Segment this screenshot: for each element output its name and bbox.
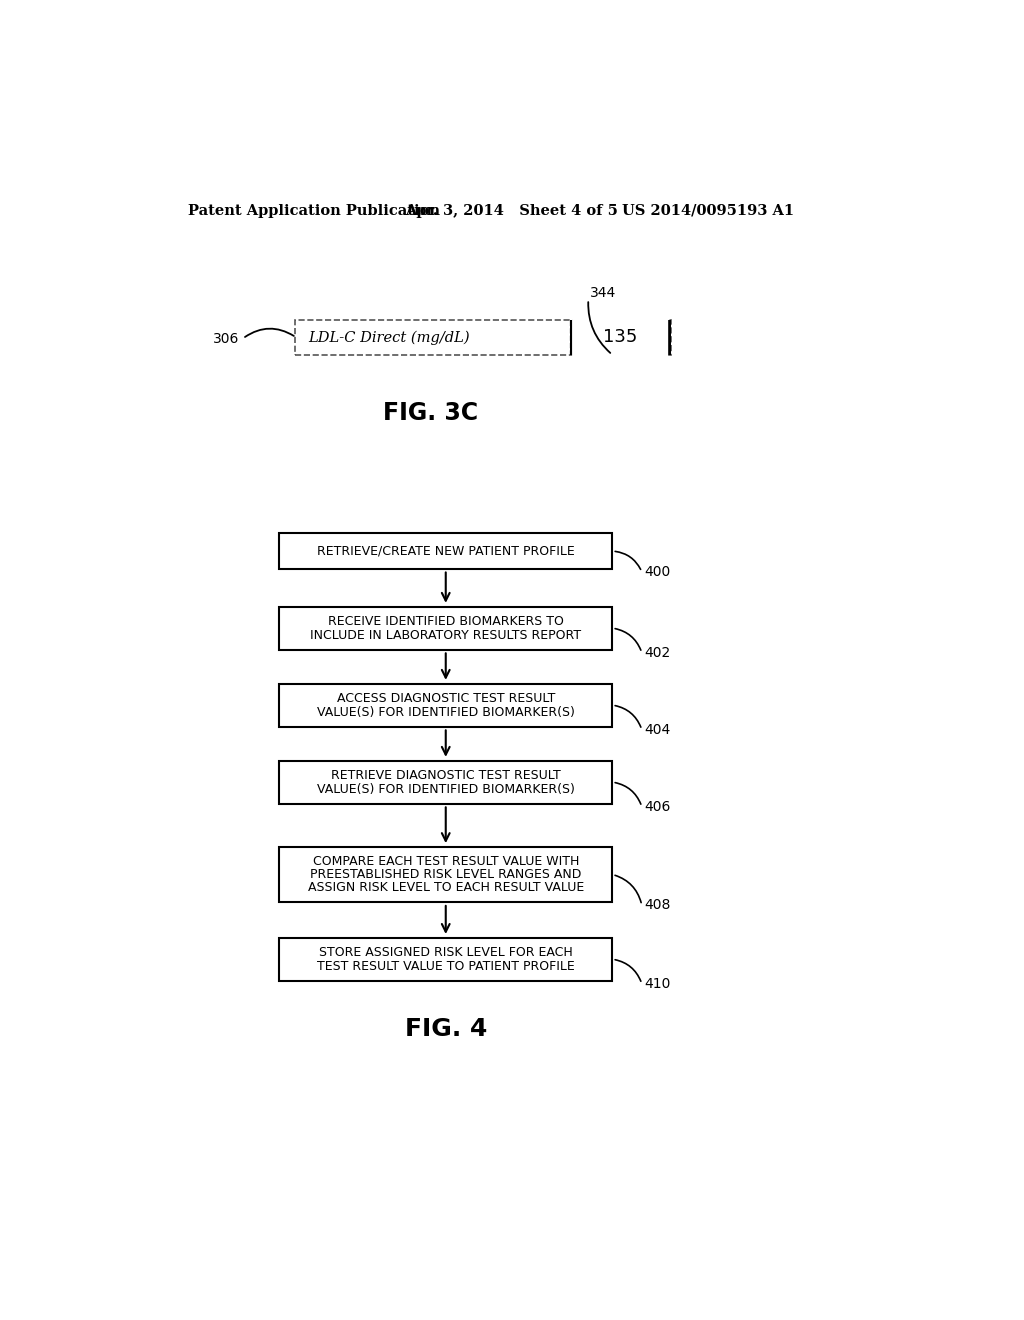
Text: 410: 410 — [644, 977, 671, 991]
Text: LDL-C Direct (mg/dL): LDL-C Direct (mg/dL) — [308, 330, 470, 345]
Text: 408: 408 — [644, 899, 671, 912]
Text: VALUE(S) FOR IDENTIFIED BIOMARKER(S): VALUE(S) FOR IDENTIFIED BIOMARKER(S) — [316, 783, 574, 796]
Bar — [280, 937, 612, 981]
Text: INCLUDE IN LABORATORY RESULTS REPORT: INCLUDE IN LABORATORY RESULTS REPORT — [310, 628, 582, 642]
Bar — [280, 684, 612, 726]
Text: PREESTABLISHED RISK LEVEL RANGES AND: PREESTABLISHED RISK LEVEL RANGES AND — [310, 869, 582, 880]
Text: TEST RESULT VALUE TO PATIENT PROFILE: TEST RESULT VALUE TO PATIENT PROFILE — [316, 960, 574, 973]
Bar — [280, 847, 612, 903]
Text: ACCESS DIAGNOSTIC TEST RESULT: ACCESS DIAGNOSTIC TEST RESULT — [337, 692, 555, 705]
Text: 135: 135 — [603, 329, 637, 346]
Text: STORE ASSIGNED RISK LEVEL FOR EACH: STORE ASSIGNED RISK LEVEL FOR EACH — [318, 945, 572, 958]
Text: FIG. 3C: FIG. 3C — [383, 400, 478, 425]
Text: FIG. 4: FIG. 4 — [404, 1016, 487, 1040]
Text: RETRIEVE/CREATE NEW PATIENT PROFILE: RETRIEVE/CREATE NEW PATIENT PROFILE — [316, 545, 574, 557]
Bar — [569, 321, 671, 355]
Text: Apr. 3, 2014   Sheet 4 of 5: Apr. 3, 2014 Sheet 4 of 5 — [406, 203, 618, 218]
Text: 400: 400 — [644, 565, 671, 579]
Text: 406: 406 — [644, 800, 671, 813]
Text: 344: 344 — [590, 286, 616, 300]
Text: RECEIVE IDENTIFIED BIOMARKERS TO: RECEIVE IDENTIFIED BIOMARKERS TO — [328, 615, 563, 628]
Text: COMPARE EACH TEST RESULT VALUE WITH: COMPARE EACH TEST RESULT VALUE WITH — [312, 855, 579, 867]
Text: VALUE(S) FOR IDENTIFIED BIOMARKER(S): VALUE(S) FOR IDENTIFIED BIOMARKER(S) — [316, 705, 574, 718]
FancyBboxPatch shape — [572, 315, 669, 359]
Bar — [280, 607, 612, 649]
Text: 404: 404 — [644, 723, 671, 737]
Bar — [295, 321, 671, 355]
Text: Patent Application Publication: Patent Application Publication — [188, 203, 440, 218]
Bar — [280, 760, 612, 804]
Text: US 2014/0095193 A1: US 2014/0095193 A1 — [623, 203, 795, 218]
Text: 306: 306 — [213, 331, 240, 346]
Bar — [280, 533, 612, 569]
Text: RETRIEVE DIAGNOSTIC TEST RESULT: RETRIEVE DIAGNOSTIC TEST RESULT — [331, 768, 560, 781]
Text: ASSIGN RISK LEVEL TO EACH RESULT VALUE: ASSIGN RISK LEVEL TO EACH RESULT VALUE — [307, 882, 584, 894]
Text: 402: 402 — [644, 645, 671, 660]
